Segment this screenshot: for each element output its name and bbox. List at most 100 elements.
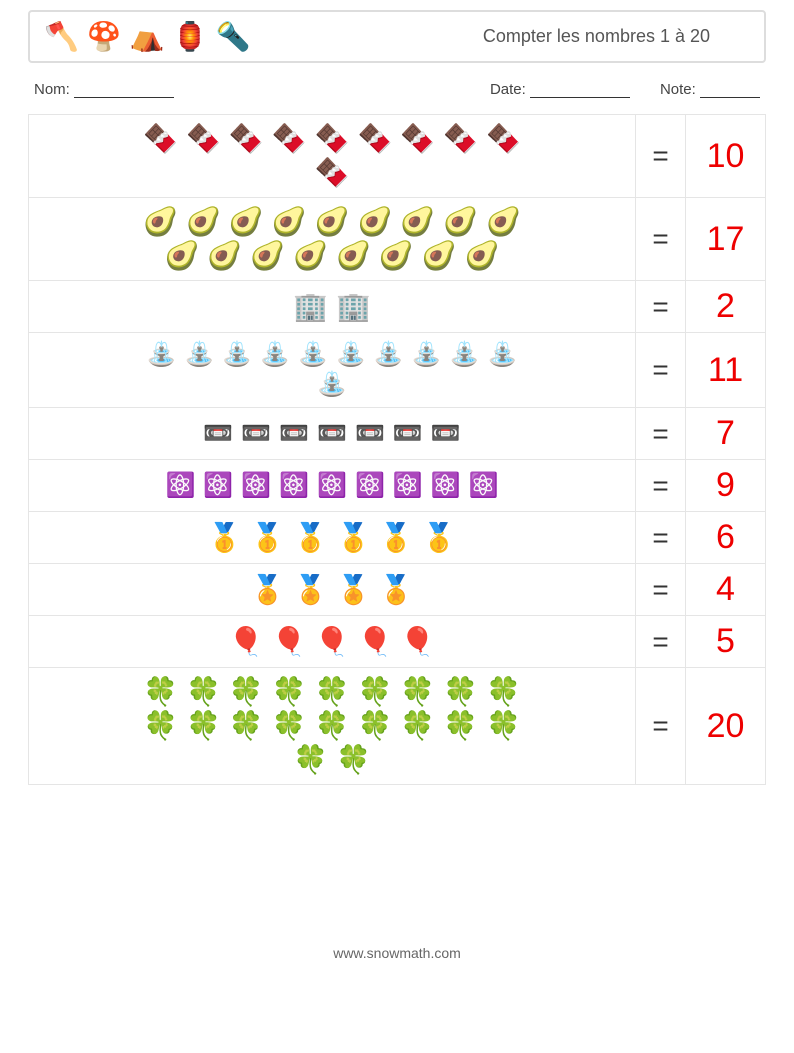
note-field: Note: <box>660 81 760 98</box>
count-icon: 🏢 <box>336 293 371 321</box>
count-icon: 🏢 <box>293 293 328 321</box>
count-icon: ⛲ <box>222 343 252 367</box>
icons-cell: ⚛️⚛️⚛️⚛️⚛️⚛️⚛️⚛️⚛️ <box>29 460 636 512</box>
count-icon: 📼 <box>317 422 347 446</box>
answer-cell: 11 <box>686 333 766 408</box>
count-icon: 🍫 <box>272 125 307 153</box>
answer-cell: 5 <box>686 616 766 668</box>
count-icon: 🍀 <box>443 712 478 740</box>
count-icon: 🍀 <box>443 678 478 706</box>
count-icon: ⚛️ <box>279 474 309 498</box>
count-icon: 🥑 <box>422 242 457 270</box>
note-label: Note: <box>660 81 696 98</box>
count-icon: 🍀 <box>143 712 178 740</box>
count-icon: 🥑 <box>400 208 435 236</box>
count-icon: 🏅 <box>250 576 285 604</box>
count-icon: 🍀 <box>272 678 307 706</box>
count-icon: 🥇 <box>422 524 457 552</box>
count-icon: 🥑 <box>272 208 307 236</box>
equals-sign: = <box>636 460 686 512</box>
table-row: 🏢🏢=2 <box>29 281 766 333</box>
icons-cell: 🎈🎈🎈🎈🎈 <box>29 616 636 668</box>
count-icon: 🥇 <box>379 524 414 552</box>
name-field: Nom: <box>34 81 174 98</box>
count-icon: 🏅 <box>379 576 414 604</box>
header-icon-4: 🔦 <box>216 20 251 53</box>
count-icon: ⚛️ <box>393 474 423 498</box>
meta-row: Nom: Date: Note: <box>34 81 760 98</box>
count-icon: 🥑 <box>207 242 242 270</box>
count-icon: ⚛️ <box>469 474 499 498</box>
header-icon-3: 🏮 <box>173 20 208 53</box>
count-icon: 🍫 <box>400 125 435 153</box>
count-icon: ⛲ <box>184 343 214 367</box>
table-row: 🥑🥑🥑🥑🥑🥑🥑🥑🥑🥑🥑🥑🥑🥑🥑🥑🥑=17 <box>29 198 766 281</box>
count-icon: 🥑 <box>486 208 521 236</box>
table-row: ⚛️⚛️⚛️⚛️⚛️⚛️⚛️⚛️⚛️=9 <box>29 460 766 512</box>
count-icon: 🥑 <box>143 208 178 236</box>
count-icon: 🍀 <box>186 712 221 740</box>
count-icon: 🍀 <box>400 678 435 706</box>
header-icon-0: 🪓 <box>44 20 79 53</box>
count-icon: ⛲ <box>336 343 366 367</box>
count-icon: 🍀 <box>272 712 307 740</box>
equals-sign: = <box>636 512 686 564</box>
page-title: Compter les nombres 1 à 20 <box>483 26 750 47</box>
answer-cell: 4 <box>686 564 766 616</box>
count-icon: 🥇 <box>250 524 285 552</box>
count-icon: ⛲ <box>317 373 347 397</box>
date-blank[interactable] <box>530 97 630 98</box>
icons-cell: 🥑🥑🥑🥑🥑🥑🥑🥑🥑🥑🥑🥑🥑🥑🥑🥑🥑 <box>29 198 636 281</box>
icons-cell: 🏢🏢 <box>29 281 636 333</box>
icons-cell: 🏅🏅🏅🏅 <box>29 564 636 616</box>
header: 🪓🍄⛺🏮🔦 Compter les nombres 1 à 20 <box>28 10 766 63</box>
footer: www.snowmath.com <box>28 945 766 973</box>
count-icon: ⛲ <box>450 343 480 367</box>
count-icon: 🍀 <box>315 678 350 706</box>
equals-sign: = <box>636 281 686 333</box>
count-icon: 🍀 <box>315 712 350 740</box>
answer-cell: 17 <box>686 198 766 281</box>
note-blank[interactable] <box>700 97 760 98</box>
table-row: 🏅🏅🏅🏅=4 <box>29 564 766 616</box>
count-icon: ⛲ <box>298 343 328 367</box>
count-icon: 📼 <box>241 422 271 446</box>
name-blank[interactable] <box>74 97 174 98</box>
count-icon: 🍀 <box>229 712 264 740</box>
answer-cell: 7 <box>686 408 766 460</box>
table-row: 🥇🥇🥇🥇🥇🥇=6 <box>29 512 766 564</box>
count-icon: 🎈 <box>272 628 307 656</box>
count-icon: 🏅 <box>336 576 371 604</box>
count-icon: 🍫 <box>229 125 264 153</box>
count-icon: ⚛️ <box>203 474 233 498</box>
table-row: 🎈🎈🎈🎈🎈=5 <box>29 616 766 668</box>
count-icon: ⚛️ <box>317 474 347 498</box>
count-icon: 🍀 <box>143 678 178 706</box>
equals-sign: = <box>636 564 686 616</box>
count-icon: 🍀 <box>486 678 521 706</box>
count-icon: 🍀 <box>357 712 392 740</box>
count-icon: 🍫 <box>443 125 478 153</box>
count-icon: 🍫 <box>186 125 221 153</box>
count-icon: ⛲ <box>147 343 177 367</box>
count-icon: 🍫 <box>315 125 350 153</box>
count-icon: ⚛️ <box>355 474 385 498</box>
count-icon: 🍫 <box>357 125 392 153</box>
count-icon: 🥑 <box>250 242 285 270</box>
count-icon: ⚛️ <box>241 474 271 498</box>
icons-cell: 🍫🍫🍫🍫🍫🍫🍫🍫🍫🍫 <box>29 115 636 198</box>
count-icon: 🥑 <box>443 208 478 236</box>
icons-cell: 🥇🥇🥇🥇🥇🥇 <box>29 512 636 564</box>
count-icon: 🍀 <box>186 678 221 706</box>
count-icon: 🍀 <box>336 746 371 774</box>
count-icon: 📼 <box>393 422 423 446</box>
count-icon: 📼 <box>355 422 385 446</box>
icons-cell: 📼📼📼📼📼📼📼 <box>29 408 636 460</box>
count-icon: 🥑 <box>293 242 328 270</box>
equals-sign: = <box>636 668 686 785</box>
count-icon: 🎈 <box>400 628 435 656</box>
name-label: Nom: <box>34 81 70 98</box>
count-icon: ⚛️ <box>431 474 461 498</box>
date-label: Date: <box>490 81 526 98</box>
count-icon: 🥑 <box>229 208 264 236</box>
